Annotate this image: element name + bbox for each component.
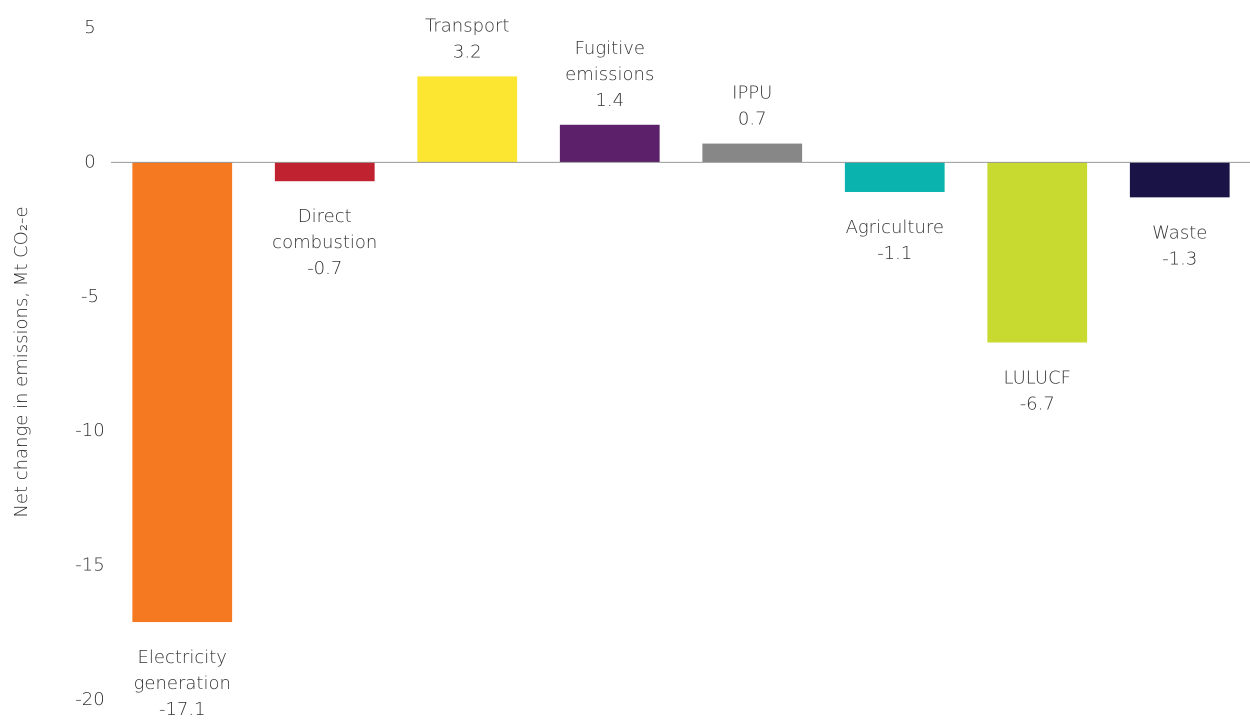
bar	[274, 162, 375, 182]
value-label: -0.7	[307, 258, 342, 279]
category-label: Fugitive	[575, 38, 645, 59]
bar	[987, 162, 1088, 343]
category-label: emissions	[565, 64, 654, 85]
y-tick-label: 5	[84, 17, 95, 38]
y-axis-label: Net change in emissions, Mt CO₂-e	[11, 206, 32, 517]
category-label: Direct	[298, 206, 352, 227]
y-tick-label: -5	[81, 286, 99, 307]
bar	[844, 162, 945, 192]
y-tick-label: -10	[75, 420, 104, 441]
bar	[702, 143, 803, 163]
value-label: 1.4	[595, 90, 624, 111]
bar	[417, 76, 518, 163]
category-label: generation	[134, 673, 231, 694]
category-label: combustion	[272, 232, 377, 253]
bar	[1129, 162, 1230, 198]
category-label: LULUCF	[1003, 367, 1071, 388]
y-tick-label: 0	[84, 151, 95, 172]
category-label: Electricity	[138, 647, 227, 668]
value-label: -1.1	[877, 243, 912, 264]
category-label: IPPU	[732, 83, 772, 104]
category-label: Agriculture	[846, 217, 944, 238]
y-tick-label: -20	[75, 689, 104, 710]
category-label: Waste	[1152, 222, 1207, 243]
value-label: -6.7	[1020, 393, 1055, 414]
value-label: 3.2	[453, 41, 482, 62]
value-label: 0.7	[738, 109, 767, 130]
y-tick-label: -15	[75, 555, 104, 576]
value-label: -1.3	[1162, 248, 1197, 269]
category-label: Transport	[425, 15, 509, 36]
bar	[132, 162, 233, 623]
value-label: -17.1	[159, 699, 206, 720]
bar	[559, 124, 660, 163]
